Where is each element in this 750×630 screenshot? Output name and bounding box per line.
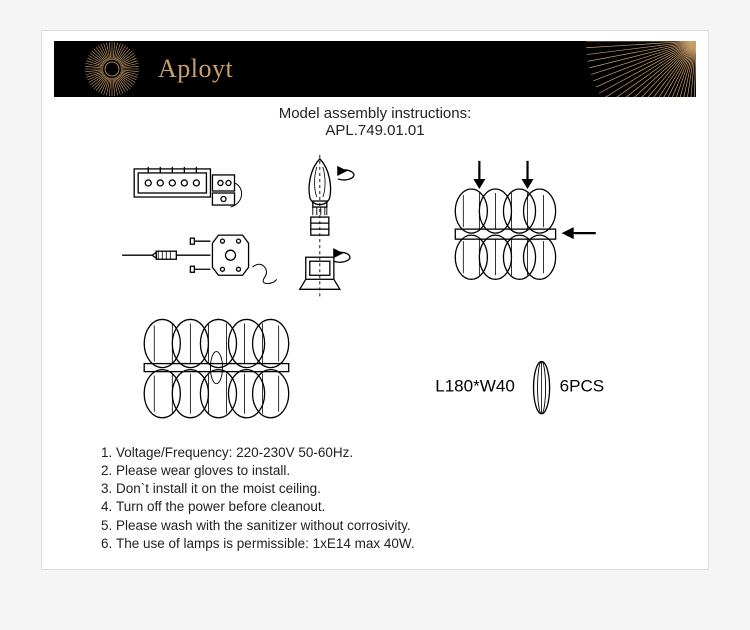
assembly-diagram: L180*W40 6PCS [84,147,666,440]
dimension-label: L180*W40 [435,377,515,396]
brand-banner: Aployt [54,41,696,97]
corner-rays-icon [576,41,696,97]
pieces-label: 6PCS [560,377,605,396]
brand-name: Aployt [158,54,233,84]
shade-assembly-icon [455,161,595,279]
piece-spec-icon: L180*W40 6PCS [435,362,604,414]
instruction-item: Please wear gloves to install. [116,462,666,480]
bulb-assembly-icon [300,155,354,297]
instruction-item: Voltage/Frequency: 220-230V 50-60Hz. [116,444,666,462]
title-block: Model assembly instructions: APL.749.01.… [54,105,696,139]
diagram-svg: L180*W40 6PCS [84,147,666,440]
title-line2: APL.749.01.01 [54,122,696,139]
instruction-sheet: Aployt Model assembly instructions: APL.… [41,30,709,570]
instruction-item: Please wash with the sanitizer without c… [116,517,666,535]
instructions-list: Voltage/Frequency: 220-230V 50-60Hz.Plea… [54,444,696,559]
finished-front-icon [144,319,288,417]
mounting-bracket-icon [122,235,277,283]
instruction-item: Don`t install it on the moist ceiling. [116,480,666,498]
wiring-block-icon [134,167,241,207]
instruction-item: Turn off the power before cleanout. [116,498,666,516]
title-line1: Model assembly instructions: [54,105,696,122]
instruction-item: The use of lamps is permissible: 1xE14 m… [116,535,666,553]
sunburst-logo-icon [84,41,140,97]
